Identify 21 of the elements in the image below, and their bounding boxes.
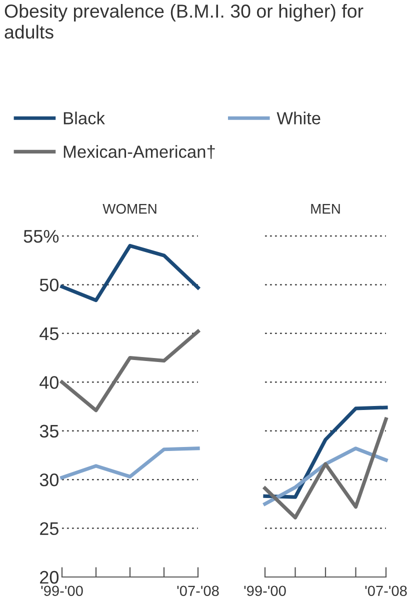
y-tick-label: 30 [40,474,59,486]
chart-title: MEN [311,204,340,214]
y-tick-label: 35 [40,424,58,438]
legend-label: White [276,112,320,124]
legend-label: Black [64,112,105,124]
y-tick-label: 40 [40,376,59,389]
line-series [60,446,200,480]
x-tick-label: '99-'00 [41,586,83,596]
line-series [60,330,200,412]
line-series [60,244,200,302]
x-tick-label: '99-'00 [244,586,286,596]
chart-title: Obesity prevalence (B.M.I. 30 or higher) for adults [4,4,364,39]
y-tick-label: 50 [40,278,59,292]
legend-label: Mexican-American† [64,145,215,159]
y-tick-label: 55% [24,230,59,243]
y-tick-label: 25 [40,522,58,536]
x-tick-label: '07-'08 [177,586,219,596]
y-tick-label: 20 [40,570,59,584]
y-tick-label: 45 [40,328,58,340]
chart-subtitle: WOMEN [102,204,156,214]
x-tick-label: '07-'08 [365,586,407,596]
